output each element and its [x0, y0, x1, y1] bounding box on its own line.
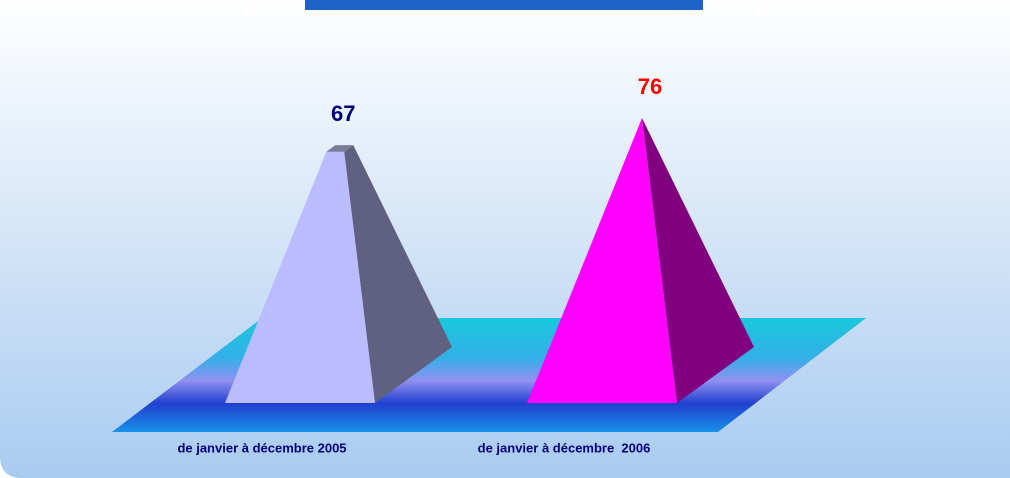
pyramid-side [642, 118, 754, 403]
data-label: 67 [331, 101, 355, 126]
title-bar [305, 0, 703, 10]
data-label: 76 [638, 74, 662, 99]
pyramid-side [344, 145, 452, 404]
pyramid-front [225, 151, 375, 403]
pyramid-top [326, 145, 354, 152]
x-tick-label: de janvier à décembre 2005 [177, 440, 346, 455]
pyramid-front [527, 118, 677, 403]
x-tick-label: de janvier à décembre 2006 [478, 440, 651, 455]
